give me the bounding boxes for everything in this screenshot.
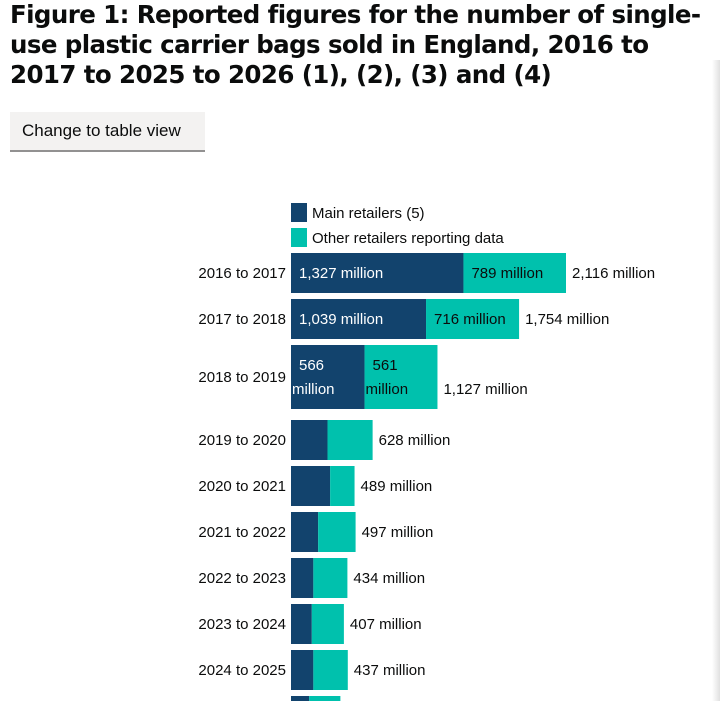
bar-main-retailers: [291, 299, 427, 339]
segment-label-main: 1,039 million: [299, 311, 383, 328]
bar-other-retailers: [364, 345, 438, 409]
segment-label-main: 1,327 million: [299, 265, 383, 282]
chart-bars: 2016 to 2017 1,327 million 789 million 2,11…: [198, 253, 655, 701]
category-label: 2018 to 2019: [198, 369, 286, 386]
legend-swatch-2: [291, 228, 307, 247]
category-label: 2021 to 2022: [198, 524, 286, 541]
category-label: 2020 to 2021: [198, 478, 286, 495]
chart-title: Figure 1: Reported figures for the numbe…: [10, 0, 701, 89]
bar-main-retailers: [291, 345, 365, 409]
category-label: 2017 to 2018: [198, 311, 286, 328]
bar-other-retailers: [311, 604, 344, 644]
bar-other-retailers: [330, 466, 355, 506]
segment-label-main-line-1: 566: [299, 357, 324, 374]
bar-other-retailers: [309, 696, 341, 701]
bar-main-retailers: [291, 253, 464, 293]
bar-main-retailers: [291, 696, 310, 701]
category-label: 2016 to 2017: [198, 265, 286, 282]
category-label: 2023 to 2024: [198, 616, 286, 633]
bar-other-retailers: [463, 253, 566, 293]
bar-other-retailers: [313, 650, 348, 690]
segment-label-main-line-2: million: [292, 381, 335, 398]
total-label: 434 million: [353, 570, 425, 587]
segment-label-other-line-1: 561: [373, 357, 398, 374]
total-label: 1,754 million: [525, 311, 609, 328]
legend-label-2: Other retailers reporting data: [312, 230, 504, 247]
change-to-table-view-button[interactable]: Change to table view: [10, 112, 205, 152]
legend-swatch-1: [291, 203, 307, 222]
bar-other-retailers: [318, 512, 356, 552]
legend-label-1: Main retailers (5): [312, 205, 425, 222]
total-label: 437 million: [354, 662, 426, 679]
bar-other-retailers: [327, 420, 373, 460]
bar-other-retailers: [426, 299, 520, 339]
bar-main-retailers: [291, 604, 312, 644]
category-label: 2022 to 2023: [198, 570, 286, 587]
category-label: 2019 to 2020: [198, 432, 286, 449]
segment-label-other-line-2: million: [366, 381, 409, 398]
total-label: 489 million: [361, 478, 433, 495]
bar-main-retailers: [291, 512, 319, 552]
segment-label-other: 789 million: [471, 265, 543, 282]
scroll-edge-shadow: [712, 60, 720, 701]
chart-legend: Main retailers (5) Other retailers report…: [291, 203, 504, 247]
total-label: 2,116 million: [572, 265, 655, 282]
bar-other-retailers: [313, 558, 348, 598]
total-label: 628 million: [379, 432, 451, 449]
bar-main-retailers: [291, 466, 331, 506]
segment-label-other: 716 million: [434, 311, 506, 328]
bar-main-retailers: [291, 650, 314, 690]
category-label: 2024 to 2025: [198, 662, 286, 679]
total-label: 1,127 million: [443, 381, 527, 398]
bar-main-retailers: [291, 558, 314, 598]
total-label: 407 million: [350, 616, 422, 633]
bar-main-retailers: [291, 420, 328, 460]
stacked-bar-chart: Main retailers (5) Other retailers report…: [198, 203, 655, 701]
total-label: 497 million: [362, 524, 434, 541]
